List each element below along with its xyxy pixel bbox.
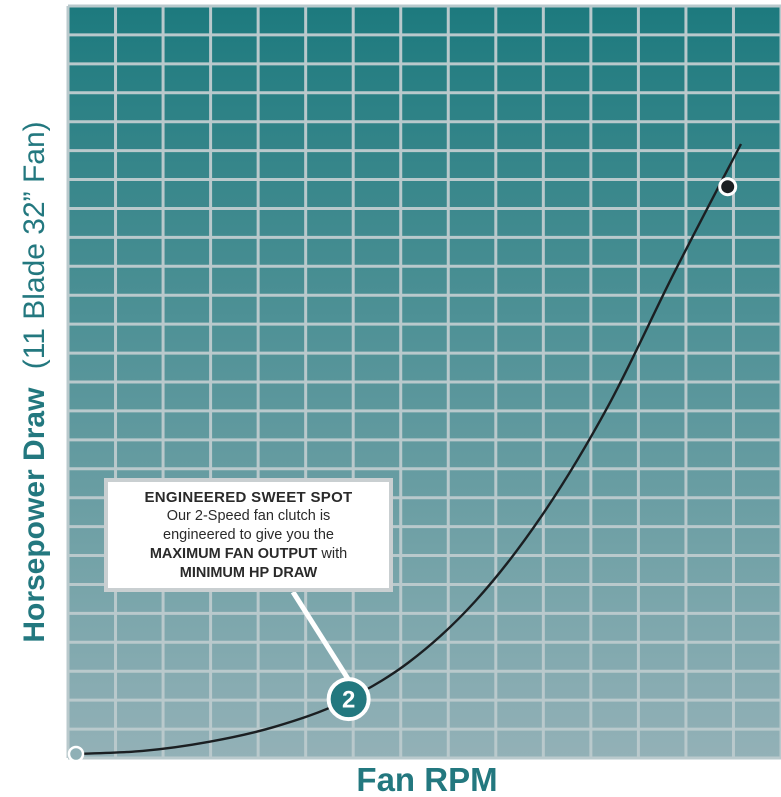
callout-min-hp: MINIMUM HP DRAW <box>179 565 318 581</box>
callout-max-output: MAXIMUM FAN OUTPUT <box>149 546 318 562</box>
callout-line-2: engineered to give you the <box>163 527 334 543</box>
x-axis-title: Fan RPM <box>356 761 497 797</box>
y-axis-title-regular: (11 Blade 32” Fan) <box>18 121 51 369</box>
callout-heading: ENGINEERED SWEET SPOT <box>144 489 353 506</box>
markers <box>67 177 738 763</box>
max-point-marker <box>718 177 738 197</box>
callout-line-3: MAXIMUM FAN OUTPUT with <box>108 545 389 564</box>
sweet-spot-badge: 2 <box>326 677 371 722</box>
series-line <box>75 143 743 756</box>
grid <box>66 4 781 760</box>
y-axis-title-bold: Horsepower Draw <box>18 387 51 643</box>
callout-connector <box>290 590 353 684</box>
callout-line-4: MINIMUM HP DRAW <box>108 564 389 583</box>
callout-with: with <box>317 546 348 562</box>
start-point-marker <box>67 745 85 763</box>
callout-line-1: Our 2-Speed fan clutch is <box>166 508 331 524</box>
sweet-spot-callout: ENGINEERED SWEET SPOT Our 2-Speed fan cl… <box>104 478 393 592</box>
sweet-spot-badge-label: 2 <box>342 687 355 714</box>
y-axis-title: Horsepower Draw (11 Blade 32” Fan) <box>18 121 51 642</box>
